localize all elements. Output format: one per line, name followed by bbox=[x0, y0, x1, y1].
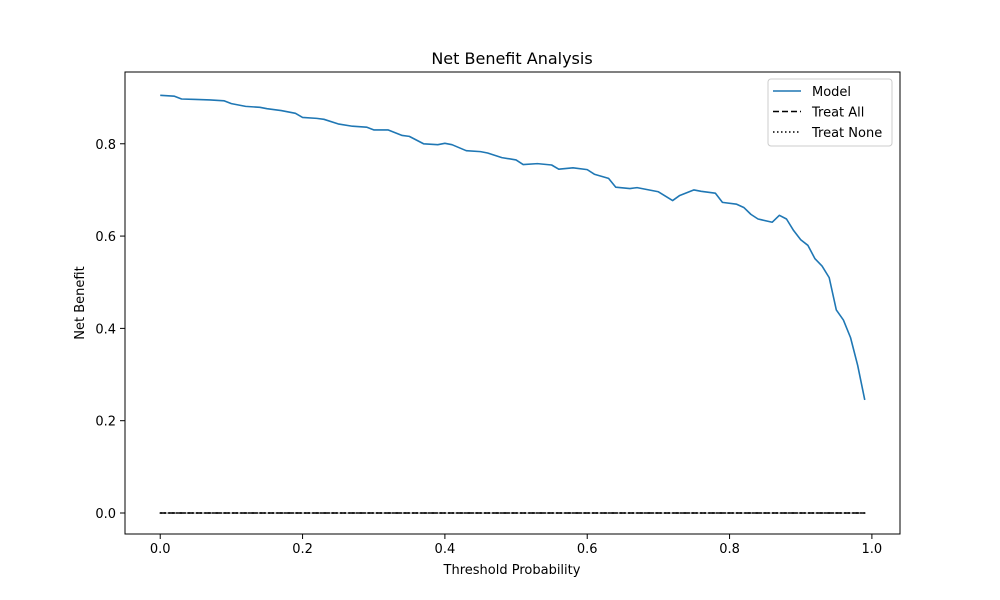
x-axis: 0.0 0.2 0.4 0.6 0.8 1.0 bbox=[150, 534, 882, 557]
y-tick-label: 0.6 bbox=[95, 230, 116, 245]
y-tick-label: 0.4 bbox=[95, 322, 116, 337]
legend-label: Treat All bbox=[811, 106, 864, 121]
legend: Model Treat All Treat None bbox=[767, 78, 893, 147]
series-layer bbox=[159, 94, 866, 514]
y-axis: 0.0 0.2 0.4 0.6 0.8 bbox=[95, 138, 125, 522]
x-tick-label: 1.0 bbox=[862, 542, 883, 557]
x-axis-title: Threshold Probability bbox=[443, 563, 581, 578]
y-tick-label: 0.2 bbox=[95, 415, 116, 430]
chart-title: Net Benefit Analysis bbox=[431, 49, 592, 68]
y-tick-label: 0.0 bbox=[95, 507, 116, 522]
y-axis-title: Net Benefit bbox=[73, 266, 88, 339]
x-tick-label: 0.4 bbox=[435, 542, 456, 557]
plot-frame bbox=[124, 71, 901, 535]
legend-label: Treat None bbox=[811, 126, 882, 141]
x-tick-label: 0.6 bbox=[577, 542, 598, 557]
legend-label: Model bbox=[812, 85, 851, 100]
y-tick-label: 0.8 bbox=[95, 138, 116, 153]
x-tick-label: 0.8 bbox=[719, 542, 740, 557]
x-tick-label: 0.0 bbox=[150, 542, 171, 557]
series-line-model bbox=[160, 94, 866, 401]
x-tick-label: 0.2 bbox=[292, 542, 313, 557]
legend-box bbox=[767, 78, 893, 147]
